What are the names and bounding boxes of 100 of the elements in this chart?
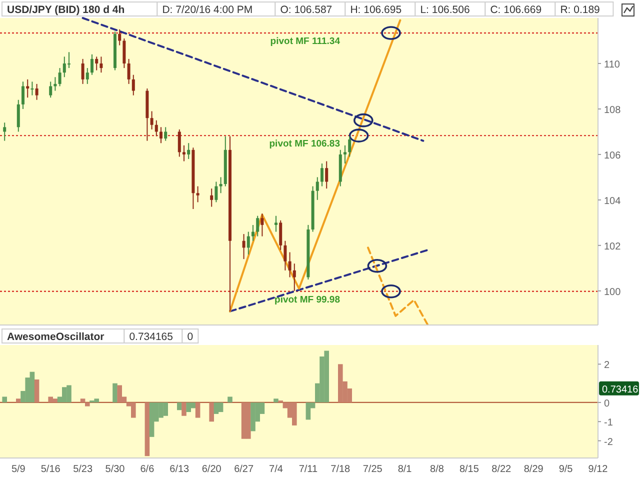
text: 0.734165	[129, 331, 174, 343]
candlestick	[154, 120, 158, 137]
ref-line-label: pivot MF 106.83	[269, 138, 340, 150]
candlestick	[246, 231, 250, 256]
candlestick	[164, 126, 168, 142]
bar	[112, 383, 118, 402]
chart-title: USD/JPY (BID) 180 d 4h	[7, 4, 125, 16]
candlestick	[292, 263, 296, 292]
x-tick-label: 8/1	[398, 464, 412, 475]
candlestick	[316, 176, 319, 200]
x-tick-label: 6/20	[202, 464, 222, 475]
candlestick	[288, 252, 292, 278]
x-tick-label: 7/4	[269, 464, 284, 475]
x-tick-label: 9/12	[588, 464, 608, 475]
candlestick	[16, 99, 20, 132]
x-tick-label: 5/23	[73, 464, 93, 475]
point	[354, 113, 374, 128]
candlestick	[214, 181, 218, 203]
candlestick	[256, 215, 260, 237]
chart-title: AwesomeOscillator	[7, 331, 104, 343]
ref-line-label: pivot MF 111.34	[270, 36, 341, 48]
line-series	[367, 246, 429, 326]
bar	[144, 402, 150, 456]
annotation: 0.73416	[602, 384, 639, 396]
y-tick-label: 106	[604, 150, 622, 162]
candlestick	[122, 38, 126, 69]
candlestick	[58, 68, 62, 87]
bar	[218, 402, 224, 412]
candlestick	[182, 144, 186, 162]
candlestick	[132, 74, 135, 96]
candlestick	[127, 58, 130, 84]
y-tick-label: -1	[604, 418, 614, 429]
x-tick-label: 7/11	[298, 464, 318, 475]
candlestick	[22, 81, 24, 110]
text: L: 106.506	[420, 4, 470, 16]
candlestick	[26, 78, 30, 98]
candlestick	[196, 186, 200, 203]
y-tick-label: 102	[604, 241, 622, 252]
bar	[214, 402, 219, 414]
candlestick	[3, 122, 6, 142]
bar	[2, 396, 7, 402]
x-tick-label: 8/15	[459, 464, 480, 475]
x-tick-label: 8/29	[524, 464, 544, 475]
candlestick	[81, 58, 84, 84]
y-tick-label: 100	[604, 286, 622, 298]
candlestick	[219, 176, 222, 194]
candlestick	[325, 160, 328, 190]
candlestick	[95, 56, 98, 71]
point	[381, 26, 401, 40]
point	[381, 284, 401, 298]
x-tick-label: 6/13	[170, 464, 190, 475]
bar	[16, 398, 21, 402]
bar	[209, 402, 214, 422]
x-tick-label: 8/22	[492, 464, 512, 475]
candlestick	[150, 110, 154, 130]
bar	[306, 402, 311, 420]
x-tick-label: 9/5	[558, 464, 574, 475]
x-tick-label: 5/30	[105, 464, 126, 475]
candlestick	[86, 68, 89, 84]
candlestick	[35, 83, 38, 100]
candlestick	[260, 213, 264, 237]
bar	[228, 396, 232, 402]
x-tick-label: 5/9	[11, 464, 26, 475]
candlestick	[344, 144, 346, 164]
bar	[177, 402, 182, 410]
x-tick-label: 7/18	[330, 464, 351, 475]
candlestick	[118, 28, 122, 46]
candlestick	[252, 224, 254, 242]
candlestick	[100, 56, 103, 74]
bar	[34, 379, 40, 402]
text: 0	[187, 331, 194, 343]
y-tick-label: 0	[604, 398, 610, 410]
y-tick-label: -2	[604, 436, 614, 448]
x-tick-label: 7/25	[362, 464, 383, 475]
y-tick-label: 110	[604, 59, 620, 70]
candlestick	[348, 136, 352, 158]
candlestick	[178, 128, 181, 158]
candlestick	[274, 215, 278, 232]
candlestick	[90, 54, 94, 76]
ref-line-label: pivot MF 99.98	[274, 294, 340, 306]
candlestick	[187, 142, 190, 160]
x-tick-label: 6/27	[234, 464, 254, 475]
text: C: 106.669	[490, 4, 542, 16]
text: O: 106.587	[280, 4, 332, 16]
bar	[85, 402, 90, 406]
x-tick-label: 5/16	[40, 464, 61, 475]
bar	[182, 402, 186, 416]
point	[367, 258, 388, 273]
y-tick-label: 108	[604, 104, 622, 116]
text: R: 0.189	[560, 4, 600, 16]
candlestick	[284, 240, 287, 271]
y-tick-label: 2	[604, 360, 610, 372]
bar	[80, 398, 86, 402]
candlestick	[320, 163, 324, 187]
text: D: 7/20/16 4:00 PM	[162, 4, 253, 16]
candlestick	[30, 81, 34, 96]
x-tick-label: 6/6	[140, 464, 155, 475]
candlestick	[160, 126, 162, 144]
x-tick-label: 8/8	[430, 464, 444, 475]
candlestick	[279, 220, 282, 250]
